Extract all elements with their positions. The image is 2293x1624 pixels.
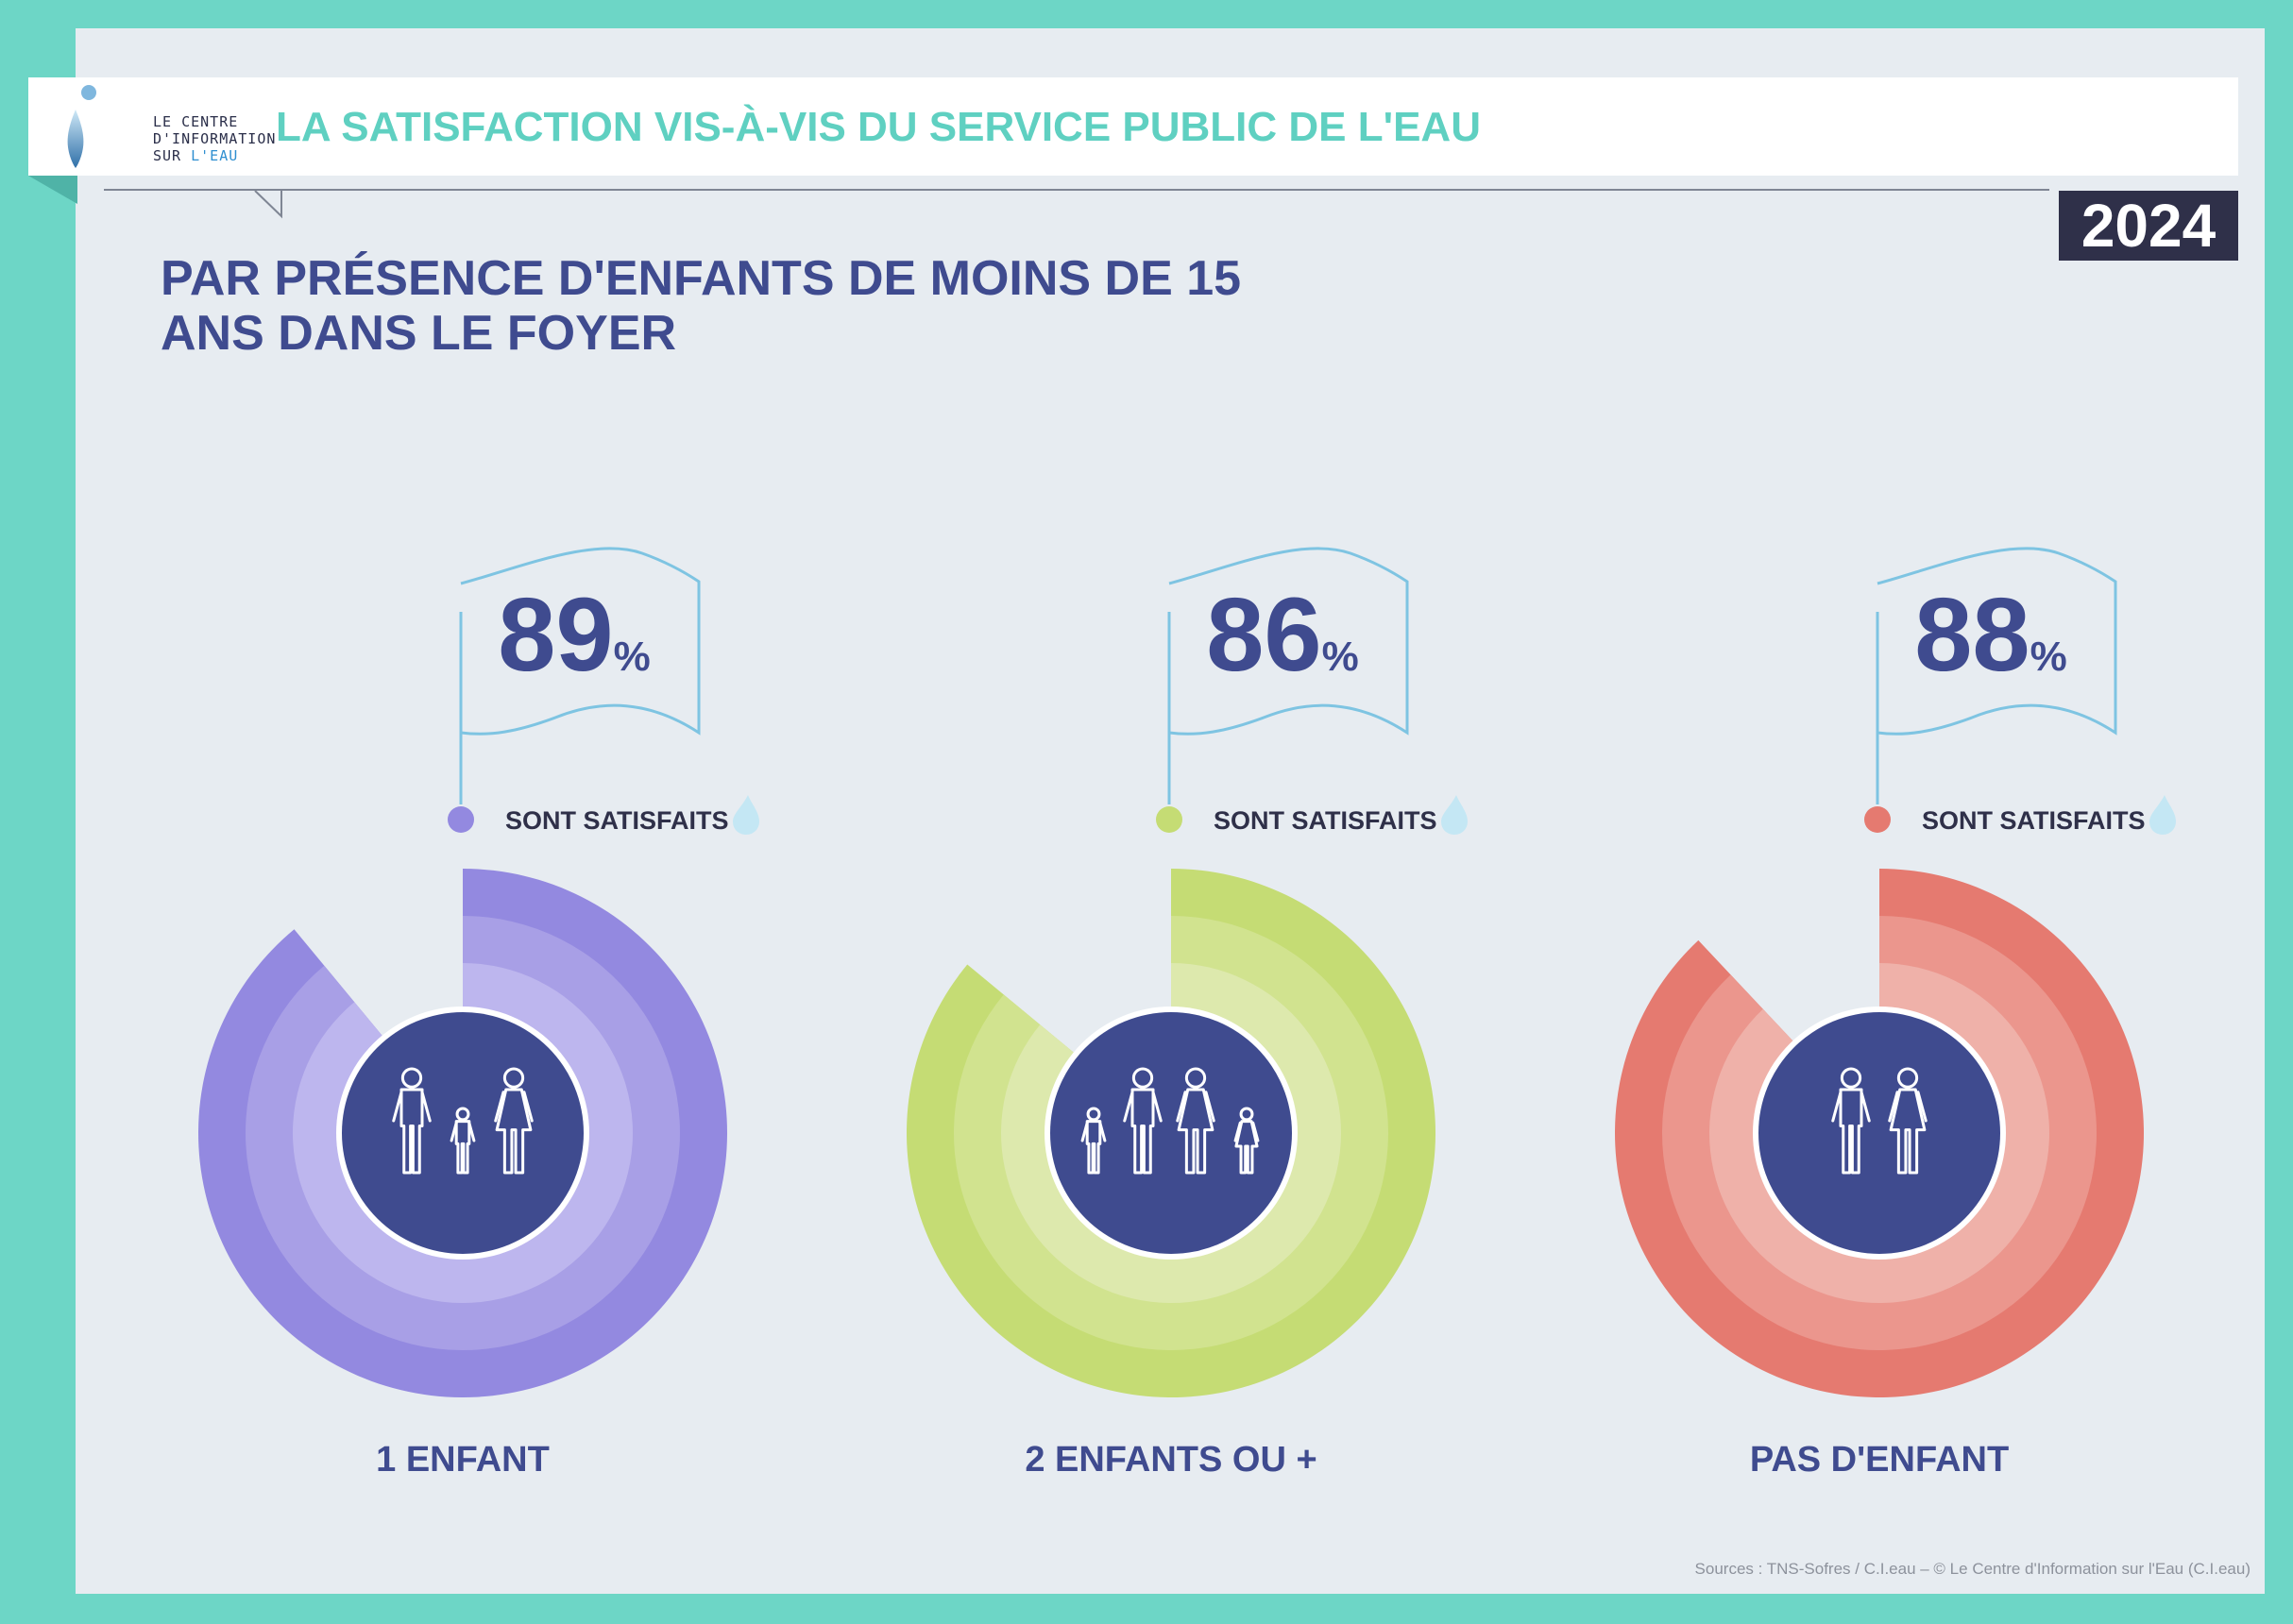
couple-icon <box>1831 1067 1928 1175</box>
person-body <box>399 1088 424 1175</box>
value-unit: % <box>2030 634 2067 680</box>
logo-text-line1: LE CENTRE <box>153 113 239 130</box>
value-caption: SONT SATISFAITS <box>1214 806 1437 835</box>
flag-shape <box>1877 547 2117 736</box>
person-arms <box>392 1091 432 1123</box>
value-caption: SONT SATISFAITS <box>1922 806 2146 835</box>
category-label: 2 ENFANTS OU + <box>1025 1440 1316 1480</box>
person-head <box>1840 1067 1862 1089</box>
person-head <box>1131 1067 1154 1089</box>
person-arms <box>1080 1121 1107 1142</box>
divider <box>104 189 2049 191</box>
family-two-children-icon <box>1080 1067 1260 1175</box>
center-circle <box>342 1012 584 1254</box>
water-drop-logo-icon <box>67 85 96 168</box>
logo-text-eau: L'EAU <box>191 147 239 164</box>
value-number: 89 <box>498 577 613 693</box>
header-fold <box>28 176 77 204</box>
person-head <box>455 1107 470 1122</box>
donut-group: 88% SONT SATISFAITS PAS D'ENFANT <box>1615 547 2176 1480</box>
value-label: 88% <box>1914 577 2066 693</box>
year-badge: 2024 <box>2059 191 2238 261</box>
donut-group: 86% SONT SATISFAITS 2 ENFANTS OU + <box>907 547 1468 1480</box>
person-head <box>1239 1107 1254 1122</box>
logo-text-line3: SUR L'EAU <box>153 147 238 164</box>
water-drop-icon <box>1441 795 1468 835</box>
person-head <box>400 1067 423 1089</box>
category-label: 1 ENFANT <box>376 1440 550 1480</box>
chart-headline: PAR PRÉSENCE D'ENFANTS DE MOINS DE 15 AN… <box>161 251 1242 361</box>
person-body <box>1839 1088 1863 1175</box>
value-caption: SONT SATISFAITS <box>505 806 729 835</box>
flag-shape <box>460 547 701 736</box>
water-drop-icon <box>2149 795 2176 835</box>
value-unit: % <box>1322 634 1359 680</box>
person-head <box>1896 1067 1919 1089</box>
value-label: 86% <box>1206 577 1358 693</box>
value-label: 89% <box>498 577 650 693</box>
legend-dot <box>1864 806 1891 833</box>
person-head <box>1184 1067 1207 1089</box>
person-arms <box>1888 1091 1928 1123</box>
person-arms <box>494 1091 534 1123</box>
person-arms <box>1176 1091 1215 1123</box>
person-arms <box>1831 1091 1871 1123</box>
center-circle <box>1050 1012 1292 1254</box>
person-arms <box>1123 1091 1163 1123</box>
person-head <box>502 1067 525 1089</box>
logo-text-line2: D'INFORMATION <box>153 130 277 147</box>
speech-tail-icon <box>254 190 282 219</box>
family-one-child-icon <box>392 1067 534 1175</box>
person-body <box>1085 1120 1102 1175</box>
person-body <box>1177 1088 1214 1175</box>
person-arms <box>1233 1121 1260 1142</box>
person-body <box>1234 1120 1259 1175</box>
legend-dot <box>448 806 474 833</box>
value-number: 86 <box>1206 577 1321 693</box>
category-label: PAS D'ENFANT <box>1750 1440 2009 1480</box>
person-body <box>495 1088 533 1175</box>
person-arms <box>450 1121 476 1142</box>
flag-shape <box>1168 547 1409 736</box>
logo-text-sur: SUR <box>153 147 182 164</box>
value-number: 88 <box>1914 577 2030 693</box>
header-bar <box>28 77 2238 176</box>
person-body <box>1130 1088 1155 1175</box>
person-head <box>1086 1107 1101 1122</box>
donut-group: 89% SONT SATISFAITS 1 ENFANT <box>198 547 759 1480</box>
source-note: Sources : TNS-Sofres / C.I.eau – © Le Ce… <box>1694 1560 2251 1578</box>
page-title: LA SATISFACTION VIS-À-VIS DU SERVICE PUB… <box>276 104 1481 150</box>
logo: LE CENTRE D'INFORMATION SUR L'EAU <box>47 81 275 172</box>
legend-dot <box>1156 806 1182 833</box>
water-drop-icon <box>733 795 759 835</box>
center-circle <box>1758 1012 2000 1254</box>
value-unit: % <box>614 634 651 680</box>
person-body <box>1889 1088 1927 1175</box>
person-body <box>454 1120 471 1175</box>
